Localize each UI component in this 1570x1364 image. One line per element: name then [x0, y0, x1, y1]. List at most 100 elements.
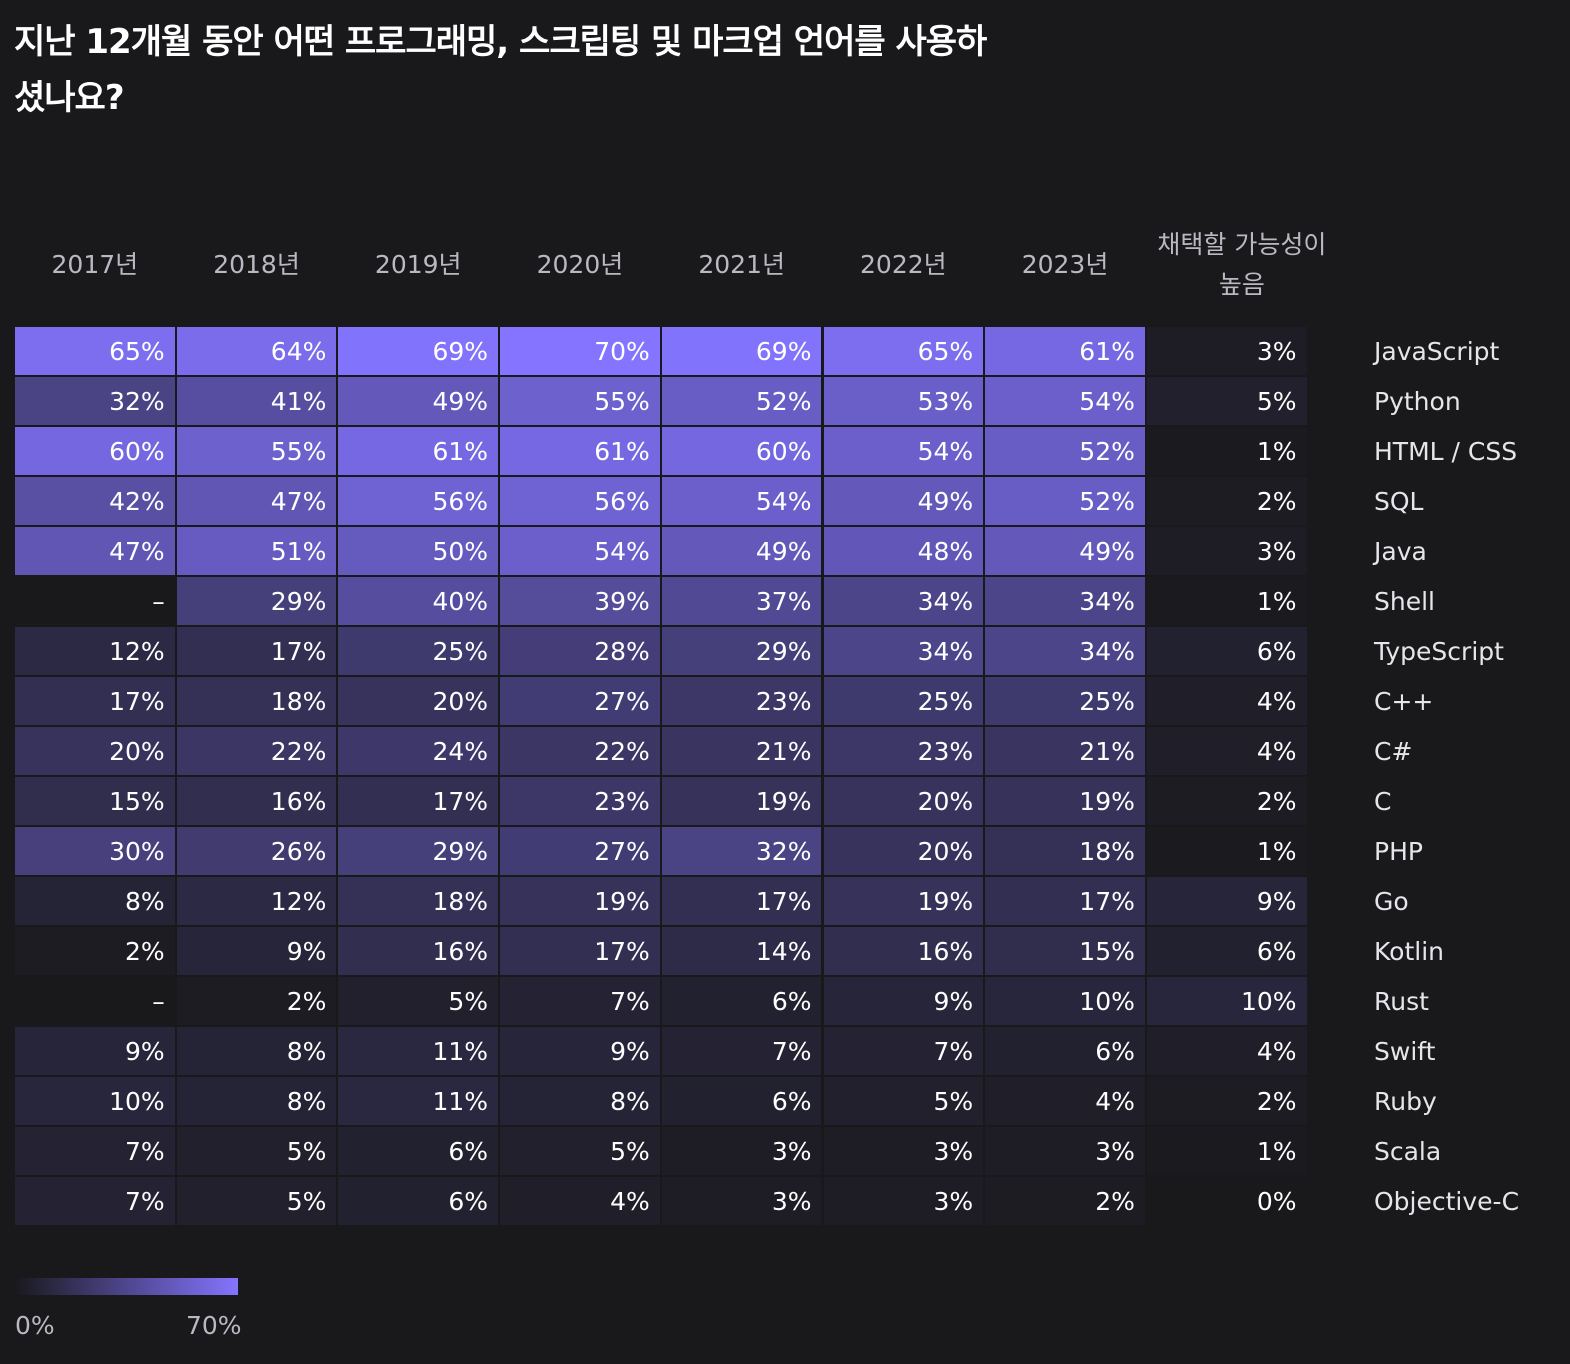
heatmap-cell: 6% — [338, 1127, 499, 1175]
heatmap-cell: 26% — [176, 827, 337, 875]
heatmap-cell: 48% — [823, 527, 984, 575]
heatmap-row: 8% 12% 18% 19% 17% 19% 17% 9% Go — [15, 877, 1555, 925]
heatmap-cell: 53% — [823, 377, 984, 425]
heatmap-cell: 5% — [1146, 377, 1307, 425]
heatmap-row: 7% 5% 6% 5% 3% 3% 3% 1% Scala — [15, 1127, 1555, 1175]
heatmap-cell: 65% — [823, 327, 984, 375]
heatmap-cell: 17% — [338, 777, 499, 825]
heatmap-row: –2% 5% 7% 6% 9% 10% 10% Rust — [15, 977, 1555, 1025]
heatmap-cell: 54% — [823, 427, 984, 475]
row-label: C# — [1374, 737, 1413, 766]
heatmap-cell: 25% — [338, 627, 499, 675]
heatmap-row: 17% 18% 20% 27% 23% 25% 25% 4% C++ — [15, 677, 1555, 725]
heatmap-cell: 18% — [985, 827, 1145, 875]
heatmap-cell: 10% — [1146, 977, 1307, 1025]
heatmap-cell: 17% — [661, 877, 822, 925]
heatmap-cell: 20% — [15, 727, 175, 775]
heatmap-cell: 1% — [1146, 827, 1307, 875]
heatmap-cell: – — [15, 977, 175, 1025]
heatmap-cell: 5% — [176, 1127, 337, 1175]
heatmap-cell: 12% — [15, 627, 175, 675]
heatmap-cell: 69% — [338, 327, 499, 375]
row-label: TypeScript — [1374, 637, 1504, 666]
heatmap-cell: 25% — [985, 677, 1145, 725]
heatmap-cell: 16% — [176, 777, 337, 825]
heatmap-cell: 14% — [661, 927, 822, 975]
column-header-7: 채택할 가능성이 높음 — [1157, 230, 1327, 299]
heatmap-cell: 7% — [15, 1127, 175, 1175]
heatmap-cell: 18% — [338, 877, 499, 925]
heatmap-cell: 2% — [1146, 777, 1307, 825]
row-label: Python — [1374, 387, 1461, 416]
heatmap-cell: 2% — [985, 1177, 1145, 1225]
heatmap-row: 47% 51% 50% 54% 49% 48% 49% 3% Java — [15, 527, 1555, 575]
heatmap-cell: 27% — [500, 677, 660, 725]
heatmap-cell: 47% — [176, 477, 337, 525]
heatmap-cell: 2% — [1146, 1077, 1307, 1125]
heatmap-row: 20% 22% 24% 22% 21% 23% 21% 4% C# — [15, 727, 1555, 775]
heatmap-cell: 7% — [15, 1177, 175, 1225]
heatmap-row: 9% 8% 11% 9% 7% 7% 6% 4% Swift — [15, 1027, 1555, 1075]
heatmap-cell: 42% — [15, 477, 175, 525]
heatmap-cell: 34% — [985, 627, 1145, 675]
heatmap-cell: 4% — [1146, 727, 1307, 775]
heatmap-cell: 25% — [823, 677, 984, 725]
heatmap-cell: 34% — [985, 577, 1145, 625]
heatmap-cell: 2% — [1146, 477, 1307, 525]
heatmap-cell: 1% — [1146, 1127, 1307, 1175]
heatmap-cell: 7% — [823, 1027, 984, 1075]
heatmap-cell: 54% — [500, 527, 660, 575]
heatmap-cell: 4% — [985, 1077, 1145, 1125]
heatmap-row: 12% 17% 25% 28% 29% 34% 34% 6% TypeScript — [15, 627, 1555, 675]
heatmap-cell: 34% — [823, 627, 984, 675]
heatmap-cell: 65% — [15, 327, 175, 375]
heatmap-cell: – — [15, 577, 175, 625]
row-label: Objective-C — [1374, 1187, 1520, 1216]
column-header-0: 2017년 — [51, 250, 139, 279]
heatmap-cell: 6% — [661, 1077, 822, 1125]
heatmap-cell: 9% — [823, 977, 984, 1025]
heatmap-cell: 20% — [823, 777, 984, 825]
heatmap-cell: 8% — [500, 1077, 660, 1125]
heatmap-cell: 21% — [985, 727, 1145, 775]
column-header-6: 2023년 — [1021, 250, 1109, 279]
heatmap-row: 30% 26% 29% 27% 32% 20% 18% 1% PHP — [15, 827, 1555, 875]
heatmap-cell: 0% — [1146, 1177, 1307, 1225]
heatmap-cell: 22% — [500, 727, 660, 775]
row-label: Swift — [1374, 1037, 1436, 1066]
heatmap-cell: 10% — [985, 977, 1145, 1025]
heatmap-cell: 24% — [338, 727, 499, 775]
heatmap-cell: 52% — [985, 477, 1145, 525]
row-label: Go — [1374, 887, 1409, 916]
heatmap-cell: 6% — [1146, 627, 1307, 675]
heatmap-cell: 37% — [661, 577, 822, 625]
heatmap-cell: 3% — [661, 1127, 822, 1175]
heatmap-row: 60% 55% 61% 61% 60% 54% 52% 1% HTML / CSS — [15, 427, 1555, 475]
heatmap-row: 32% 41% 49% 55% 52% 53% 54% 5% Python — [15, 377, 1555, 425]
heatmap-cell: 9% — [176, 927, 337, 975]
heatmap-cell: 4% — [1146, 1027, 1307, 1075]
heatmap-cell: 29% — [176, 577, 337, 625]
heatmap-cell: 3% — [1146, 527, 1307, 575]
row-label: HTML / CSS — [1374, 437, 1518, 466]
heatmap-cell: 39% — [500, 577, 660, 625]
heatmap-cell: 1% — [1146, 577, 1307, 625]
heatmap-row: 65% 64% 69% 70% 69% 65% 61% 3% JavaScript — [15, 327, 1555, 375]
heatmap-row: 2% 9% 16% 17% 14% 16% 15% 6% Kotlin — [15, 927, 1555, 975]
heatmap-cell: 23% — [661, 677, 822, 725]
heatmap-cell: 49% — [661, 527, 822, 575]
heatmap-cell: 22% — [176, 727, 337, 775]
heatmap-cell: 10% — [15, 1077, 175, 1125]
heatmap-cell: 17% — [176, 627, 337, 675]
row-label: C++ — [1374, 687, 1434, 716]
heatmap-cell: 12% — [176, 877, 337, 925]
heatmap-cell: 18% — [176, 677, 337, 725]
heatmap-cell: 1% — [1146, 427, 1307, 475]
heatmap-row: 42% 47% 56% 56% 54% 49% 52% 2% SQL — [15, 477, 1555, 525]
heatmap-cell: 5% — [176, 1177, 337, 1225]
heatmap-cell: 55% — [500, 377, 660, 425]
heatmap-cell: 8% — [176, 1077, 337, 1125]
heatmap-cell: 9% — [15, 1027, 175, 1075]
heatmap-cell: 61% — [500, 427, 660, 475]
heatmap-cell: 70% — [500, 327, 660, 375]
